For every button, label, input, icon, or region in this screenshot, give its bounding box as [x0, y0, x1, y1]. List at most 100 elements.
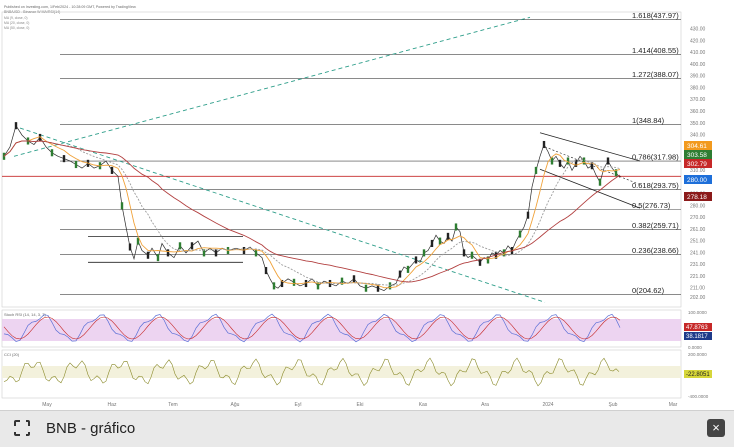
candle [128, 243, 132, 251]
x-tick-label: 2024 [542, 402, 553, 408]
rsi-d-line [3, 316, 621, 340]
candle [406, 265, 410, 273]
candle [254, 249, 258, 257]
rsi-value-label: 38.1817 [686, 334, 708, 340]
y-tick-label: 270.00 [690, 215, 706, 221]
expand-icon[interactable] [13, 419, 33, 439]
fib-level-label: 1.414(408.55) [632, 46, 679, 55]
fib-level-label: 1.272(388.07) [632, 70, 679, 79]
candle [606, 157, 610, 165]
descending-trendline [19, 127, 546, 303]
ma-short-line [3, 136, 621, 289]
cci-value-label: -22.8051 [686, 372, 710, 378]
y-tick-label: 221.00 [690, 274, 706, 280]
candle [316, 282, 320, 290]
fib-level-label: 0.618(293.75) [632, 181, 679, 190]
x-tick-label: Ağu [231, 402, 240, 408]
cci-axis-label: 200.0000 [688, 352, 707, 357]
channel-mid-line [544, 146, 641, 185]
candle [526, 211, 530, 219]
candle [502, 249, 506, 257]
candle [214, 249, 218, 257]
candle [462, 249, 466, 257]
candle [574, 159, 578, 167]
fib-level-label: 1.618(437.97) [632, 11, 679, 20]
header-line1: Published on Investing.com, 1/Feb/2024 -… [4, 5, 136, 9]
y-tick-label: 310.00 [690, 168, 706, 174]
candle [566, 157, 570, 165]
cci-value-tag [684, 370, 712, 378]
candle [430, 239, 434, 247]
candle [470, 251, 474, 259]
candle [518, 230, 522, 238]
cci-line [3, 357, 620, 387]
header-legend-2: MA (50, close, 0) [4, 26, 29, 30]
rsi-k-line [3, 313, 621, 343]
y-tick-label: 350.00 [690, 121, 706, 127]
y-tick-label: 400.00 [690, 62, 706, 68]
x-tick-label: Kas [419, 402, 428, 408]
y-tick-label: 280.00 [690, 203, 706, 209]
candle [558, 159, 562, 167]
candle [110, 166, 114, 174]
ma-long-line [3, 140, 621, 283]
candle [446, 232, 450, 240]
rsi-value-label: 47.8763 [686, 325, 708, 331]
candle [264, 267, 268, 275]
fib-level-label: 0(204.62) [632, 286, 665, 295]
fib-level-label: 0.5(276.73) [632, 201, 671, 210]
price-tag [684, 192, 712, 201]
candle [438, 237, 442, 245]
close-icon[interactable]: × [707, 419, 725, 437]
candle [292, 278, 296, 286]
candle [414, 256, 418, 264]
candle [14, 122, 18, 130]
candle [614, 169, 618, 177]
candle [190, 242, 194, 250]
candle [62, 155, 66, 163]
y-tick-label: 231.00 [690, 262, 706, 268]
candle [582, 157, 586, 165]
y-tick-label: 430.00 [690, 27, 706, 33]
main-price-panel: 202.00 211.00 221.00 231.00 241.00 251.00 261.… [1, 11, 712, 308]
long-trendline [13, 16, 531, 157]
y-tick-label: 390.00 [690, 74, 706, 80]
price-tag-label: 302.79 [687, 161, 707, 168]
price-tag-label: 303.58 [687, 152, 707, 159]
candle [550, 157, 554, 165]
fib-level-label: 0.786(317.98) [632, 153, 679, 162]
candle [590, 162, 594, 170]
candle [398, 270, 402, 278]
x-axis: May Haz Tem Ağu Eyl Eki Kas Ara 2024 Şub Mar [42, 402, 677, 408]
candle [534, 166, 538, 174]
candle [202, 249, 206, 257]
y-tick-label: 211.00 [690, 286, 705, 292]
candle [74, 161, 78, 169]
x-tick-label: Şub [609, 402, 618, 408]
cci-label: CCI (20) [4, 352, 20, 357]
candle [376, 284, 380, 292]
fib-level-label: 0.236(238.66) [632, 246, 679, 255]
candle [454, 223, 458, 231]
y-tick-label: 370.00 [690, 97, 706, 103]
candle [166, 249, 170, 257]
price-tag-label: 304.61 [687, 143, 707, 150]
y-tick-label: 202.00 [690, 295, 706, 301]
candle [598, 178, 602, 186]
candle [352, 275, 356, 283]
candle [272, 282, 276, 290]
price-tag [684, 159, 712, 168]
y-tick-label: 261.00 [690, 227, 706, 233]
rsi-label: Stoch RSI (14, 14, 3, 3) [4, 312, 46, 317]
candle [280, 279, 284, 288]
candle [478, 258, 482, 266]
rsi-value-tag [684, 332, 712, 340]
rsi-value-tag [684, 323, 712, 331]
candle [136, 237, 140, 245]
x-tick-label: Tem [168, 402, 177, 408]
candle [542, 140, 546, 149]
channel-top-line [539, 132, 641, 162]
price-tag-label: 280.00 [687, 177, 707, 184]
y-tick-label: 340.00 [690, 133, 706, 139]
